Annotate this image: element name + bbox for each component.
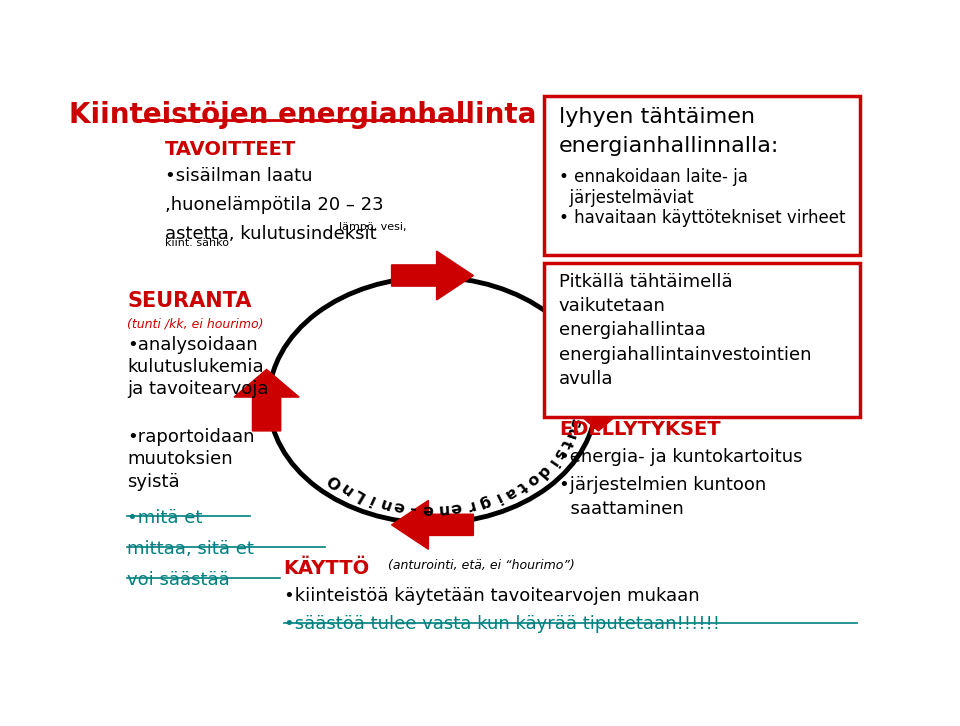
Text: r: r — [465, 497, 476, 514]
Text: ,huonelämpötila 20 – 23: ,huonelämpötila 20 – 23 — [165, 195, 383, 213]
Text: astetta, kulutusindeksit: astetta, kulutusindeksit — [165, 224, 376, 242]
Text: •mitä et: •mitä et — [128, 509, 203, 527]
Text: • havaitaan käyttötekniset virheet: • havaitaan käyttötekniset virheet — [559, 209, 846, 227]
Text: (anturointi, etä, ei “hourimo”): (anturointi, etä, ei “hourimo”) — [388, 560, 575, 573]
FancyArrow shape — [234, 370, 300, 431]
Text: s: s — [566, 417, 583, 429]
Text: o: o — [523, 470, 541, 488]
Text: SEURANTA: SEURANTA — [128, 291, 252, 311]
Text: kiint. sähkö: kiint. sähkö — [165, 238, 228, 248]
Text: järjestelmäviat: järjestelmäviat — [559, 189, 693, 207]
Text: e: e — [421, 502, 433, 517]
Text: lyhyen tähtäimen: lyhyen tähtäimen — [559, 107, 755, 126]
Text: lämpö, vesi,: lämpö, vesi, — [340, 222, 407, 232]
Text: i: i — [543, 456, 560, 469]
Text: O: O — [325, 471, 346, 492]
Text: mittaa, sitä et: mittaa, sitä et — [128, 540, 254, 558]
Text: e: e — [392, 497, 406, 515]
Text: saattaminen: saattaminen — [559, 499, 684, 518]
Text: Pitkällä tähtäimellä
vaikutetaan
energiahallintaa
energiahallintainvestointien
a: Pitkällä tähtäimellä vaikutetaan energia… — [559, 273, 811, 388]
Text: •säästöä tulee vasta kun käyrää tiputetaan!!!!!!: •säästöä tulee vasta kun käyrää tiputeta… — [284, 616, 720, 633]
Text: •sisäilman laatu: •sisäilman laatu — [165, 166, 312, 184]
Text: • ennakoidaan laite- ja: • ennakoidaan laite- ja — [559, 168, 748, 186]
Text: •järjestelmien kuntoon: •järjestelmien kuntoon — [559, 476, 766, 494]
Text: d: d — [533, 462, 552, 481]
Text: i: i — [492, 490, 503, 505]
Text: EDELLYTYKSET: EDELLYTYKSET — [559, 420, 721, 439]
Text: •raportoidaan
muutoksien
syistä: •raportoidaan muutoksien syistä — [128, 428, 255, 491]
FancyArrow shape — [565, 370, 631, 431]
Text: (tunti /kk, ei hourimo): (tunti /kk, ei hourimo) — [128, 317, 264, 330]
Text: g: g — [476, 493, 492, 511]
Text: a: a — [501, 483, 518, 502]
Text: voi säästää: voi säästää — [128, 571, 230, 589]
Text: •analysoidaan
kulutuslukemia
ja tavoitearvoja: •analysoidaan kulutuslukemia ja tavoitea… — [128, 336, 269, 399]
FancyBboxPatch shape — [544, 96, 860, 255]
Text: t: t — [515, 478, 530, 494]
Text: energianhallinnalla:: energianhallinnalla: — [559, 136, 780, 156]
FancyArrow shape — [392, 251, 473, 300]
Text: u: u — [562, 425, 580, 441]
Text: n: n — [338, 478, 356, 497]
Text: TAVOITTEET: TAVOITTEET — [165, 140, 296, 159]
Text: i: i — [366, 491, 377, 507]
Text: KÄYTTÖ: KÄYTTÖ — [284, 560, 370, 579]
Text: -: - — [409, 500, 418, 516]
Text: •energia- ja kuntokartoitus: •energia- ja kuntokartoitus — [559, 448, 803, 465]
FancyArrow shape — [392, 500, 473, 550]
Text: t: t — [557, 437, 574, 450]
FancyBboxPatch shape — [544, 264, 860, 417]
Text: s: s — [550, 446, 568, 461]
Text: •kiinteistöä käytetään tavoitearvojen mukaan: •kiinteistöä käytetään tavoitearvojen mu… — [284, 587, 699, 605]
Text: Kiinteistöjen energianhallinta: Kiinteistöjen energianhallinta — [68, 101, 536, 129]
Text: e: e — [449, 499, 463, 516]
Text: n: n — [377, 494, 393, 512]
Text: L: L — [350, 485, 367, 503]
Text: n: n — [436, 501, 448, 517]
